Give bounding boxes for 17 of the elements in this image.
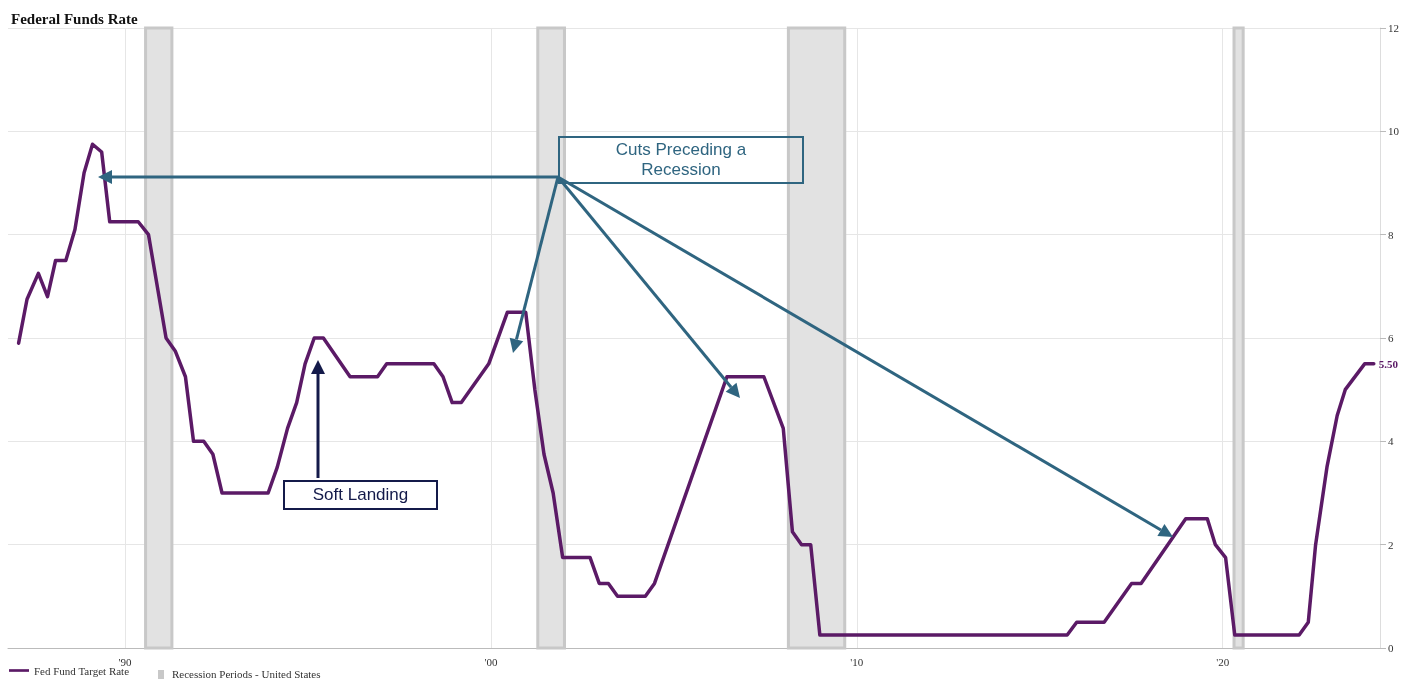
x-tick-label: '90 [118,655,133,668]
callout-box: Cuts Preceding a Recession [558,136,804,184]
line-series [16,142,1376,637]
x-tick-label: '20 [1216,655,1230,668]
x-tick-label: '00 [484,655,498,668]
x-tick-label: '10 [850,655,864,668]
y-tick-label: 4 [1388,435,1394,448]
chart-title: Federal Funds Rate [11,10,138,27]
data-label: 5.50 [1378,357,1399,370]
y-tick-label: 0 [1388,642,1394,654]
y-tick-label: 8 [1388,228,1394,241]
callout-box: Soft Landing [283,480,438,510]
y-tick-label: 6 [1388,332,1394,344]
y-tick-label: 10 [1388,125,1400,138]
y-tick-label: 12 [1388,22,1399,34]
y-tick-label: 2 [1388,538,1394,551]
band-label: Recession Periods - United States [172,668,321,680]
